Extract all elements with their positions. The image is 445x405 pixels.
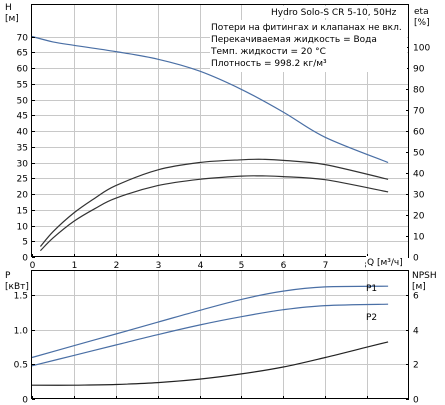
bottom-right-tick-label: 2 <box>413 361 419 371</box>
top-left-tick-label: 10 <box>17 223 29 233</box>
top-chart-tick-labels: 0123456780510152025303540455055606570010… <box>17 34 431 272</box>
x-label-background <box>366 256 408 268</box>
bottom-left-tick-label: 0 <box>22 396 28 405</box>
top-right-axis-label: eta <box>414 7 429 17</box>
top-left-tick-label: 15 <box>17 207 28 217</box>
top-left-tick-label: 55 <box>17 81 28 91</box>
x-tick-label: 6 <box>281 261 287 271</box>
x-tick-label: 0 <box>30 261 36 271</box>
bottom-left-tick-label: 1.0 <box>14 327 29 337</box>
bottom-right-tick-label: 4 <box>413 327 419 337</box>
bottom-series-line-3 <box>31 341 389 386</box>
bottom-right-axis-unit: [м] <box>412 282 426 292</box>
title-background <box>267 6 407 18</box>
top-right-tick-label: 80 <box>413 86 425 96</box>
bottom-series-line-2 <box>31 303 389 367</box>
top-left-tick-label: 60 <box>17 65 29 75</box>
x-tick-label: 2 <box>114 261 120 271</box>
bottom-series-line-1 <box>31 285 389 359</box>
top-left-tick-label: 35 <box>17 144 28 154</box>
bottom-chart-tick-labels: 0 0.5 1.0 1.5 0 2 4 6 <box>14 292 419 405</box>
bottom-chart-grid <box>32 271 409 399</box>
chart-title: Hydro Solo-S CR 5-10, 50Hz <box>271 8 397 18</box>
top-right-tick-label: 10 <box>413 233 425 243</box>
bottom-left-tick-label: 1.5 <box>14 292 28 302</box>
bottom-right-tick-label: 6 <box>413 292 419 302</box>
top-left-tick-label: 70 <box>17 34 29 44</box>
top-left-tick-label: 50 <box>17 97 29 107</box>
top-right-tick-label: 40 <box>413 170 425 180</box>
x-tick-label: 1 <box>72 261 78 271</box>
top-chart-curves <box>31 35 389 252</box>
bottom-left-axis-label: P <box>5 271 11 281</box>
top-left-tick-label: 45 <box>17 112 28 122</box>
annotation-temperature: Темп. жидкости = 20 °C <box>210 47 326 57</box>
x-tick-label: 3 <box>156 261 162 271</box>
bottom-chart-curves <box>31 285 389 386</box>
bottom-right-axis-label: NPSH <box>412 271 437 281</box>
top-left-tick-label: 20 <box>17 191 29 201</box>
top-left-tick-label: 65 <box>17 49 28 59</box>
top-left-axis-label: H <box>5 3 12 13</box>
x-axis-label: Q [м³/ч] <box>367 258 403 268</box>
bottom-left-axis-unit: [кВт] <box>5 282 29 292</box>
top-chart-frame <box>31 4 409 257</box>
top-left-tick-label: 0 <box>22 254 28 264</box>
top-right-tick-label: 50 <box>413 149 425 159</box>
bottom-chart-frame <box>31 270 409 399</box>
top-left-tick-label: 30 <box>17 160 29 170</box>
top-right-tick-label: 70 <box>413 107 425 117</box>
top-left-axis-unit: [м] <box>5 14 19 24</box>
top-right-tick-label: 100 <box>413 44 430 54</box>
bottom-left-tick-label: 0.5 <box>14 361 28 371</box>
annotation-liquid: Перекачиваемая жидкость = Вода <box>211 35 377 45</box>
annotation-density: Плотность = 998.2 кг/м³ <box>211 59 327 69</box>
annotation-fittings: Потери на фитингах и клапанах не вкл. <box>211 23 402 33</box>
annotation-background <box>210 20 407 72</box>
top-left-tick-label: 25 <box>17 175 28 185</box>
top-right-tick-label: 0 <box>413 254 419 264</box>
top-right-tick-label: 30 <box>413 191 425 201</box>
series-label-p1: P1 <box>366 284 377 294</box>
x-tick-label: 7 <box>323 261 329 271</box>
top-right-axis-unit: [%] <box>414 18 430 28</box>
x-tick-label: 4 <box>198 261 204 271</box>
top-series-line-1 <box>31 35 389 164</box>
top-left-tick-label: 40 <box>17 128 29 138</box>
top-right-tick-label: 90 <box>413 65 425 75</box>
top-series-line-2 <box>39 158 389 247</box>
bottom-right-tick-label: 0 <box>413 396 419 405</box>
x-tick-label: 5 <box>239 261 245 271</box>
top-series-line-3 <box>39 175 389 252</box>
series-label-p2: P2 <box>366 313 377 323</box>
top-left-tick-label: 5 <box>22 238 28 248</box>
top-right-tick-label: 20 <box>413 212 425 222</box>
top-right-tick-label: 60 <box>413 128 425 138</box>
